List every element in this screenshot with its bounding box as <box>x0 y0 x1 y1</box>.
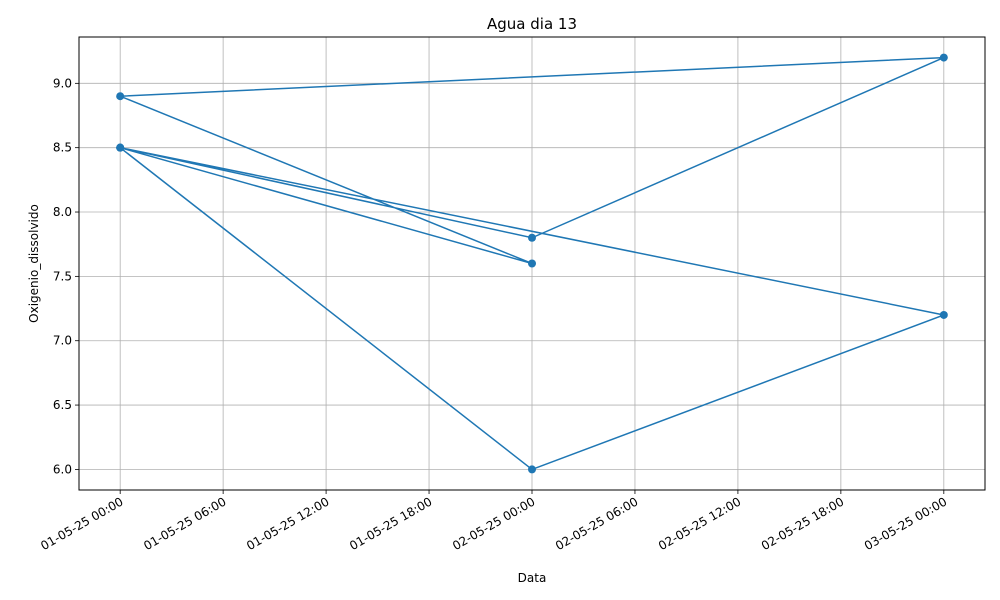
x-tick-label: 02-05-25 12:00 <box>656 494 743 553</box>
x-tick-label: 02-05-25 06:00 <box>553 494 640 553</box>
data-point <box>939 310 948 319</box>
data-point <box>528 259 536 268</box>
data-point <box>939 53 948 62</box>
y-tick-label: 8.5 <box>53 141 72 155</box>
y-tick-label: 9.0 <box>53 76 72 90</box>
y-tick-label: 6.5 <box>53 398 72 412</box>
data-point <box>528 465 536 474</box>
x-tick-label: 01-05-25 18:00 <box>347 494 434 553</box>
y-tick-label: 6.0 <box>53 462 72 476</box>
grid-layer <box>79 37 985 490</box>
y-tick-layer: 6.0 6.5 7.0 7.5 8.0 8.5 9.0 <box>53 76 79 476</box>
y-tick-label: 7.5 <box>53 269 72 283</box>
x-axis-title: Data <box>518 571 547 585</box>
x-tick-label: 01-05-25 00:00 <box>38 494 125 553</box>
data-point <box>116 143 125 152</box>
marker-layer <box>116 53 948 474</box>
chart-title: Agua dia 13 <box>487 15 577 33</box>
y-tick-label: 7.0 <box>53 334 72 348</box>
y-tick-label: 8.0 <box>53 205 72 219</box>
x-tick-label: 02-05-25 18:00 <box>759 494 846 553</box>
x-tick-label: 03-05-25 00:00 <box>862 494 949 553</box>
x-tick-label: 01-05-25 12:00 <box>244 494 331 553</box>
x-tick-label: 01-05-25 06:00 <box>141 494 228 553</box>
x-tick-layer: 01-05-25 00:00 01-05-25 06:00 01-05-25 12:… <box>38 490 949 553</box>
y-axis-title: Oxigenio_dissolvido <box>27 204 41 323</box>
x-tick-label: 02-05-25 00:00 <box>450 494 537 553</box>
data-point <box>116 92 125 101</box>
data-point <box>528 233 536 242</box>
